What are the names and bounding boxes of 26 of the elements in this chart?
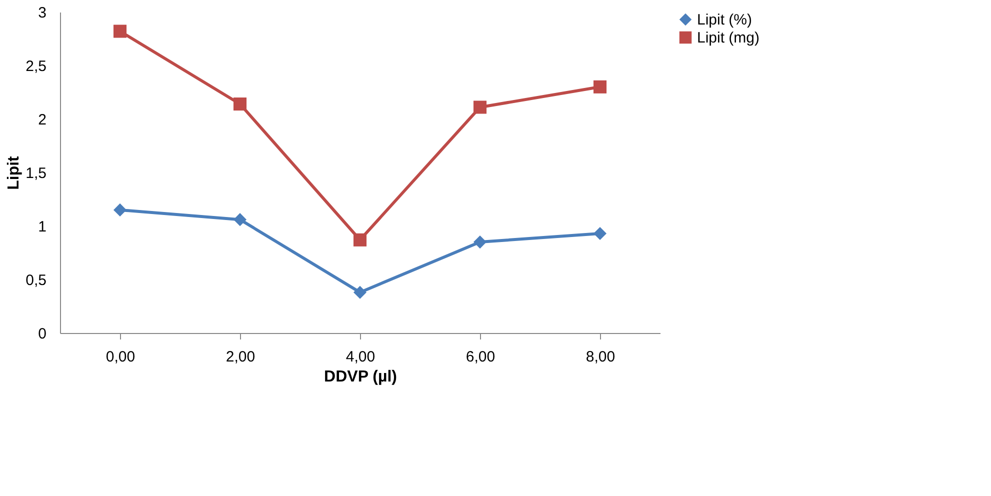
point xyxy=(353,286,367,299)
y-tick-label: 0 xyxy=(38,326,46,342)
y-tick-label: 2 xyxy=(38,112,46,128)
y-tick-label: 0,5 xyxy=(26,272,46,289)
point xyxy=(473,100,487,114)
x-tick-label: 2,00 xyxy=(226,348,256,366)
y-tick-label: 3 xyxy=(38,4,46,22)
point xyxy=(233,98,247,111)
x-axis-title: DDVP (µl) xyxy=(324,368,397,386)
y-tick-label: 1 xyxy=(38,218,46,236)
y-axis-title: Lipit xyxy=(6,155,23,190)
point xyxy=(473,236,487,249)
point xyxy=(233,213,247,226)
legend-label: Lipit (mg) xyxy=(697,30,760,46)
point xyxy=(113,24,127,38)
legend-label: Lipit (%) xyxy=(697,12,752,28)
y-tick-label: 2,5 xyxy=(26,58,46,75)
x-tick-label: 6,00 xyxy=(466,348,496,366)
x-tick-label: 0,00 xyxy=(106,348,136,366)
x-tick-label: 4,00 xyxy=(346,348,376,366)
y-tick-label: 1,5 xyxy=(26,165,46,182)
x-tick-label: 8,00 xyxy=(586,348,616,366)
point xyxy=(113,203,127,216)
point xyxy=(593,226,607,240)
point xyxy=(353,233,367,246)
point xyxy=(593,80,607,94)
